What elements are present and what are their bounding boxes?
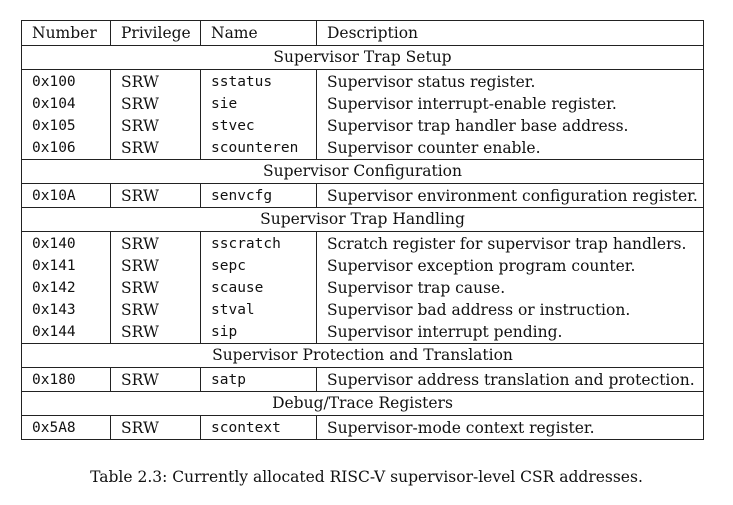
cell-privilege: SRW	[110, 183, 201, 208]
table-row: 0x100 SRW sstatus Supervisor status registe…	[21, 69, 704, 93]
cell-number: 0x142	[21, 277, 111, 299]
table-row: 0x180 SRW satp Supervisor address translati…	[21, 367, 704, 392]
table-body: Supervisor Trap Setup 0x100 SRW sstatus Supe…	[21, 45, 704, 440]
cell-number: 0x10A	[21, 183, 111, 208]
section-title: Supervisor Trap Setup	[21, 45, 704, 70]
cell-name: scontext	[200, 415, 317, 440]
cell-description: Supervisor trap cause.	[316, 277, 704, 299]
cell-number: 0x105	[21, 115, 111, 137]
cell-description: Supervisor exception program counter.	[316, 255, 704, 277]
cell-name: senvcfg	[200, 183, 317, 208]
table-caption: Table 2.3: Currently allocated RISC-V su…	[90, 468, 643, 486]
cell-name: scounteren	[200, 137, 317, 160]
cell-name: sip	[200, 321, 317, 344]
cell-privilege: SRW	[110, 415, 201, 440]
cell-name: stvec	[200, 115, 317, 137]
section-header-row: Supervisor Trap Handling	[21, 207, 704, 232]
cell-privilege: SRW	[110, 367, 201, 392]
cell-privilege: SRW	[110, 115, 201, 137]
cell-number: 0x141	[21, 255, 111, 277]
table-row: 0x144 SRW sip Supervisor interrupt pending.	[21, 321, 704, 344]
table-row: 0x5A8 SRW scontext Supervisor-mode context …	[21, 415, 704, 440]
cell-privilege: SRW	[110, 69, 201, 93]
cell-number: 0x180	[21, 367, 111, 392]
section-title: Debug/Trace Registers	[21, 391, 704, 416]
cell-name: sstatus	[200, 69, 317, 93]
cell-number: 0x143	[21, 299, 111, 321]
cell-privilege: SRW	[110, 321, 201, 344]
header-name: Name	[200, 20, 317, 46]
cell-name: sscratch	[200, 231, 317, 255]
cell-description: Supervisor status register.	[316, 69, 704, 93]
table-row: 0x10A SRW senvcfg Supervisor environment co…	[21, 183, 704, 208]
cell-description: Supervisor-mode context register.	[316, 415, 704, 440]
cell-description: Supervisor counter enable.	[316, 137, 704, 160]
table-row: 0x104 SRW sie Supervisor interrupt-enable r…	[21, 93, 704, 115]
cell-privilege: SRW	[110, 137, 201, 160]
table-row: 0x106 SRW scounteren Supervisor counter ena…	[21, 137, 704, 160]
cell-number: 0x106	[21, 137, 111, 160]
table-row: 0x141 SRW sepc Supervisor exception program…	[21, 255, 704, 277]
cell-name: satp	[200, 367, 317, 392]
table-row: 0x105 SRW stvec Supervisor trap handler bas…	[21, 115, 704, 137]
header-privilege: Privilege	[110, 20, 201, 46]
table-row: 0x140 SRW sscratch Scratch register for sup…	[21, 231, 704, 255]
table-row: 0x143 SRW stval Supervisor bad address or i…	[21, 299, 704, 321]
section-header-row: Supervisor Trap Setup	[21, 45, 704, 70]
csr-table: Number Privilege Name Description Superv…	[21, 20, 704, 440]
cell-name: sepc	[200, 255, 317, 277]
section-title: Supervisor Protection and Translation	[21, 343, 704, 368]
header-description: Description	[316, 20, 704, 46]
section-header-row: Supervisor Protection and Translation	[21, 343, 704, 368]
table-row: 0x142 SRW scause Supervisor trap cause.	[21, 277, 704, 299]
cell-privilege: SRW	[110, 93, 201, 115]
cell-name: sie	[200, 93, 317, 115]
table-header-row: Number Privilege Name Description	[21, 20, 704, 46]
cell-number: 0x140	[21, 231, 111, 255]
cell-number: 0x144	[21, 321, 111, 344]
cell-name: stval	[200, 299, 317, 321]
cell-number: 0x104	[21, 93, 111, 115]
cell-number: 0x5A8	[21, 415, 111, 440]
cell-description: Supervisor interrupt-enable register.	[316, 93, 704, 115]
cell-privilege: SRW	[110, 231, 201, 255]
cell-privilege: SRW	[110, 277, 201, 299]
section-header-row: Debug/Trace Registers	[21, 391, 704, 416]
cell-description: Supervisor address translation and prote…	[316, 367, 704, 392]
cell-description: Scratch register for supervisor trap han…	[316, 231, 704, 255]
cell-description: Supervisor environment configuration reg…	[316, 183, 704, 208]
cell-privilege: SRW	[110, 299, 201, 321]
cell-description: Supervisor bad address or instruction.	[316, 299, 704, 321]
cell-name: scause	[200, 277, 317, 299]
header-number: Number	[21, 20, 111, 46]
cell-description: Supervisor interrupt pending.	[316, 321, 704, 344]
section-title: Supervisor Trap Handling	[21, 207, 704, 232]
section-title: Supervisor Configuration	[21, 159, 704, 184]
cell-privilege: SRW	[110, 255, 201, 277]
cell-number: 0x100	[21, 69, 111, 93]
section-header-row: Supervisor Configuration	[21, 159, 704, 184]
cell-description: Supervisor trap handler base address.	[316, 115, 704, 137]
